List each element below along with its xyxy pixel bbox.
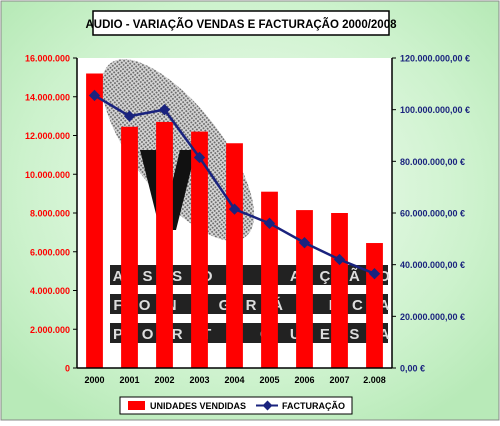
watermark-band — [110, 323, 388, 343]
watermark-letter: S — [172, 268, 182, 285]
watermark-letter: G — [219, 297, 231, 314]
x-tick-label: 2002 — [154, 375, 174, 385]
line-point-2003 — [193, 151, 206, 164]
left-tick-label: 2.000.000 — [30, 325, 70, 335]
bar-2003 — [191, 131, 208, 368]
bar-2007 — [331, 213, 348, 368]
bar-2001 — [121, 126, 138, 368]
right-tick-label: 0,00 € — [400, 364, 425, 374]
watermark-letter: P — [113, 326, 123, 343]
watermark-letter: A — [290, 268, 301, 285]
bar-2004 — [226, 143, 243, 368]
line-point-2004 — [228, 203, 241, 215]
left-tick-label: 14.000.000 — [25, 92, 70, 102]
left-tick-label: 8.000.000 — [30, 209, 70, 219]
x-tick-label: 2007 — [329, 375, 349, 385]
watermark-text: ASSOCIAÇÃOFONOGRÁFICAPORTUGUESA — [110, 265, 390, 343]
line-point-2007 — [333, 253, 346, 266]
watermark-letter: A — [113, 268, 124, 285]
right-tick-label: 60.000.000,00 € — [400, 209, 465, 219]
right-tick-label: 100.000.000,00 € — [400, 105, 470, 115]
watermark-letter: Ç — [319, 268, 330, 285]
left-tick-label: 4.000.000 — [30, 286, 70, 296]
left-tick-label: 0 — [65, 364, 70, 374]
left-tick-label: 12.000.000 — [25, 131, 70, 141]
right-tick-label: 120.000.000,00 € — [400, 54, 470, 64]
line-point-2005 — [263, 217, 276, 229]
right-tick-label: 40.000.000,00 € — [400, 260, 465, 270]
chart-title: AUDIO - VARIAÇÃO VENDAS E FACTURAÇÃO 200… — [86, 18, 398, 31]
x-tick-label: 2003 — [189, 375, 209, 385]
chart-title-box: AUDIO - VARIAÇÃO VENDAS E FACTURAÇÃO 200… — [86, 10, 398, 36]
watermark-letter: C — [352, 297, 363, 314]
line-point-2006 — [298, 237, 311, 249]
right-axis-ticks: 0,00 € 20.000.000,00 € 40.000.000,00 € 60.0… — [392, 54, 470, 374]
left-tick-label: 16.000.000 — [25, 54, 70, 64]
watermark-letter: R — [172, 326, 183, 343]
x-tick-label: 2000 — [84, 375, 104, 385]
bar-2006 — [296, 210, 313, 368]
watermark-letter: F — [113, 297, 122, 314]
watermark-letter: A — [379, 326, 390, 343]
bar-2.008 — [366, 243, 383, 368]
watermark-glyph — [140, 150, 196, 230]
watermark-band — [110, 294, 388, 314]
bar-2000 — [86, 73, 103, 368]
watermark-band — [110, 265, 388, 285]
x-tick-label: 2005 — [259, 375, 279, 385]
left-tick-label: 10.000.000 — [25, 170, 70, 180]
right-tick-label: 20.000.000,00 € — [400, 312, 465, 322]
watermark-letter: I — [329, 297, 333, 314]
watermark-letter: S — [143, 268, 153, 285]
x-axis-ticks: 2000 2001 2002 2003 2004 2005 2006 2007 2.008 — [84, 375, 385, 385]
bar-2005 — [261, 191, 278, 368]
watermark-letter: R — [246, 297, 257, 314]
legend: UNIDADES VENDIDAS FACTURAÇÃO — [119, 396, 353, 415]
legend-swatch-marker — [262, 400, 273, 411]
legend-swatch-bar — [128, 401, 145, 410]
x-tick-label: 2.008 — [363, 375, 386, 385]
watermark-letter: O — [139, 297, 151, 314]
left-tick-label: 6.000.000 — [30, 247, 70, 257]
bar-series — [86, 73, 383, 368]
watermark-logo: ASSOCIAÇÃOFONOGRÁFICAPORTUGUESA — [101, 59, 390, 343]
legend-label-line: FACTURAÇÃO — [282, 401, 345, 411]
watermark-letter: S — [349, 326, 359, 343]
watermark-letter: Ã — [349, 267, 360, 285]
watermark-letter: A — [379, 297, 390, 314]
x-tick-label: 2001 — [119, 375, 139, 385]
legend-label-bar: UNIDADES VENDIDAS — [150, 401, 246, 411]
watermark-letter: U — [290, 326, 301, 343]
right-tick-label: 80.000.000,00 € — [400, 157, 465, 167]
bar-2002 — [156, 121, 173, 368]
x-tick-label: 2006 — [294, 375, 314, 385]
left-axis-ticks: 0 2.000.000 4.000.000 6.000.000 8.000.000 10.… — [25, 54, 77, 374]
line-point-2.008 — [368, 268, 381, 280]
x-tick-label: 2004 — [224, 375, 244, 385]
watermark-letter: O — [142, 326, 154, 343]
watermark-letter: E — [320, 326, 330, 343]
